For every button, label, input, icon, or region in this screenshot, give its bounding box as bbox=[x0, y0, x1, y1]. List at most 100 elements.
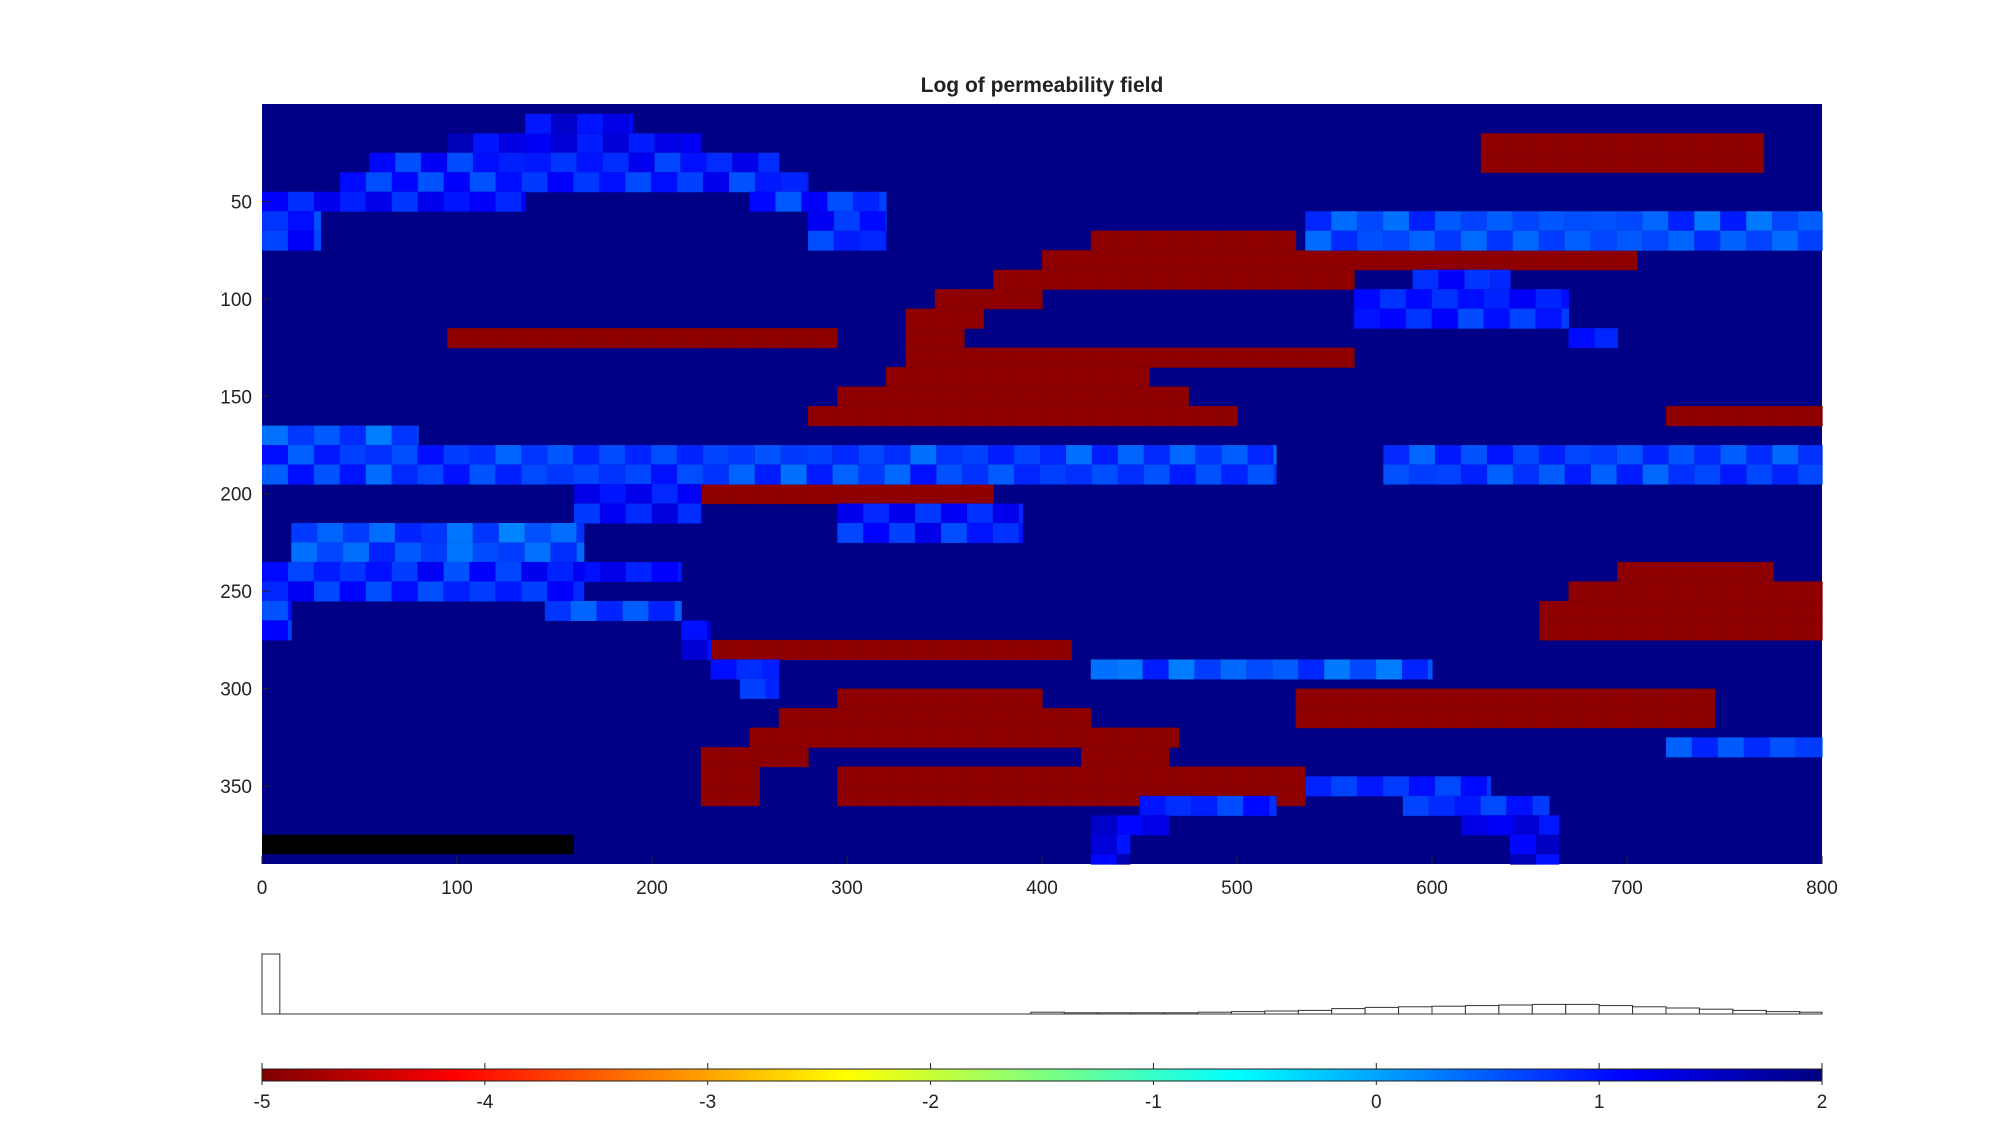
heatmap-region bbox=[261, 230, 322, 252]
x-tick-label: 100 bbox=[441, 878, 473, 899]
heatmap-region bbox=[1568, 327, 1619, 349]
y-tick-label: 250 bbox=[220, 582, 252, 603]
heatmap-region bbox=[681, 620, 712, 661]
heatmap-region bbox=[1295, 688, 1716, 729]
heatmap-region bbox=[905, 308, 985, 329]
heatmap-region bbox=[1383, 444, 1823, 485]
colorbar-tick-label: -3 bbox=[699, 1092, 716, 1113]
x-tick-label: 400 bbox=[1026, 878, 1058, 899]
chart-title: Log of permeability field bbox=[920, 74, 1164, 97]
y-tick-label: 200 bbox=[220, 485, 252, 506]
heatmap-cell bbox=[1038, 288, 1043, 310]
x-tick-label: 700 bbox=[1611, 878, 1643, 899]
heatmap-region bbox=[993, 269, 1355, 290]
y-tick-label: 350 bbox=[220, 777, 252, 798]
heatmap-region bbox=[261, 561, 585, 602]
heatmap-cell bbox=[885, 230, 887, 252]
heatmap-cell bbox=[1018, 522, 1024, 544]
heatmap-cell bbox=[1222, 405, 1238, 427]
heatmap-region bbox=[905, 327, 965, 368]
heatmap-region bbox=[369, 152, 780, 174]
colorbar-tick-label: 1 bbox=[1594, 1092, 1605, 1113]
heatmap-cell bbox=[1821, 737, 1823, 758]
x-tick-label: 500 bbox=[1221, 878, 1253, 899]
y-tick-label: 300 bbox=[220, 680, 252, 701]
y-tick-label: 150 bbox=[220, 387, 252, 408]
heatmap-cell bbox=[1427, 659, 1433, 680]
heatmap-region bbox=[963, 347, 1355, 368]
y-tick-label: 50 bbox=[231, 192, 252, 213]
x-tick-label: 300 bbox=[831, 878, 863, 899]
heatmap-region bbox=[573, 483, 702, 524]
colorbar-tick-label: 2 bbox=[1817, 1092, 1828, 1113]
heatmap-cell bbox=[313, 230, 322, 252]
heatmap-region bbox=[710, 659, 780, 680]
heatmap-cell bbox=[1739, 152, 1765, 174]
heatmap-cell bbox=[1268, 795, 1277, 817]
heatmap-region bbox=[1617, 561, 1775, 583]
heatmap-cell bbox=[765, 678, 780, 700]
heatmap-region bbox=[1665, 405, 1823, 427]
heatmap-region bbox=[1305, 210, 1823, 252]
heatmap-cell bbox=[1797, 464, 1823, 485]
heatmap-region bbox=[1665, 737, 1823, 758]
colorbar-tick-label: -2 bbox=[922, 1092, 939, 1113]
heatmap-region bbox=[1139, 795, 1277, 817]
heatmap-region bbox=[1041, 249, 1638, 271]
x-tick-label: 0 bbox=[257, 878, 268, 899]
heatmap-cell bbox=[706, 639, 712, 661]
heatmap-cell bbox=[1821, 405, 1823, 427]
heatmap-cell bbox=[1561, 308, 1570, 329]
heatmap-cell bbox=[1710, 707, 1716, 729]
heatmap-region bbox=[700, 639, 1073, 661]
x-tick-label: 200 bbox=[636, 878, 668, 899]
heatmap-region bbox=[1412, 269, 1511, 290]
heatmap-cell bbox=[1535, 854, 1560, 865]
heatmap-region bbox=[291, 522, 585, 563]
y-tick-label: 100 bbox=[220, 290, 252, 311]
heatmap-region bbox=[778, 707, 1092, 729]
heatmap-region bbox=[700, 746, 809, 768]
heatmap-region bbox=[1353, 288, 1570, 329]
heatmap-region bbox=[837, 766, 1307, 807]
x-tick-label: 800 bbox=[1806, 878, 1838, 899]
colorbar-tick-label: -4 bbox=[476, 1092, 493, 1113]
heatmap-cell bbox=[1797, 230, 1823, 252]
heatmap-cell bbox=[521, 191, 527, 213]
heatmap-cell bbox=[1330, 269, 1355, 290]
heatmap-region bbox=[934, 288, 1043, 310]
heatmap-region bbox=[807, 210, 887, 252]
heatmap-cell bbox=[1273, 464, 1277, 485]
heatmap-region bbox=[749, 727, 1180, 748]
heatmap-region bbox=[1509, 834, 1560, 865]
heatmap-region bbox=[1480, 132, 1765, 174]
heatmap-cell bbox=[804, 746, 809, 768]
heatmap-cell bbox=[1352, 347, 1355, 368]
heatmap-region bbox=[1090, 815, 1170, 836]
colorbar-tick-label: -1 bbox=[1145, 1092, 1162, 1113]
heatmap-cell bbox=[1116, 854, 1131, 865]
heatmap-cell bbox=[674, 600, 683, 622]
heatmap-region bbox=[261, 444, 1277, 485]
heatmap-region bbox=[1461, 815, 1560, 836]
heatmap-region bbox=[837, 503, 1024, 544]
heatmap-region bbox=[739, 678, 780, 700]
heatmap-cell bbox=[1168, 815, 1170, 836]
heatmap-region bbox=[261, 600, 293, 641]
heatmap-region bbox=[447, 327, 839, 349]
heatmap-cell bbox=[287, 620, 293, 641]
masked-cells bbox=[262, 834, 574, 855]
heatmap-cell bbox=[628, 113, 634, 135]
heatmap-region bbox=[700, 766, 761, 807]
heatmap-cell bbox=[1063, 639, 1073, 661]
heatmap-cell bbox=[677, 503, 702, 524]
heatmap-region bbox=[544, 600, 683, 622]
heatmap-region bbox=[573, 561, 683, 583]
heatmap-cell bbox=[677, 561, 683, 583]
heatmap-cell bbox=[836, 327, 839, 349]
heatmap-region bbox=[525, 113, 634, 135]
